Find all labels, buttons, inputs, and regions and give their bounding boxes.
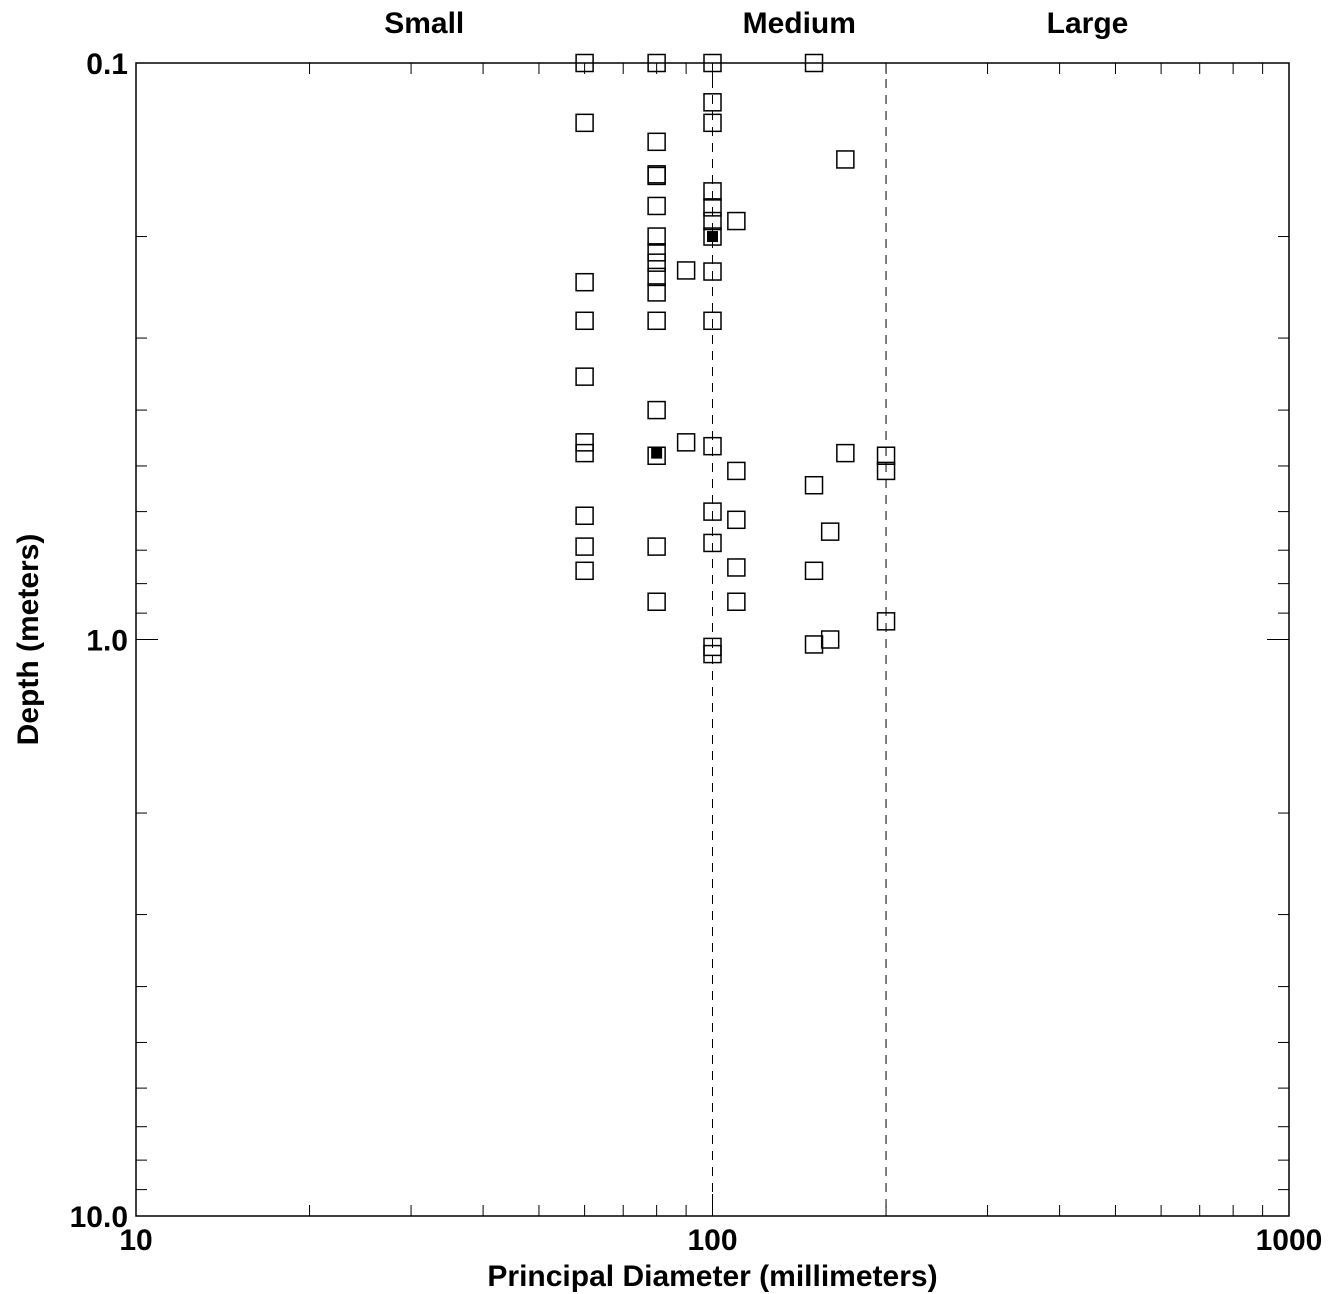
x-tick-label: 1000 xyxy=(1256,1224,1323,1257)
size-class-labels: Small Medium Large xyxy=(384,7,1128,40)
class-boundary-lines xyxy=(712,63,887,1216)
y-tick-label: 1.0 xyxy=(86,625,128,658)
data-point xyxy=(727,510,746,530)
data-point xyxy=(703,533,722,553)
data-point xyxy=(575,113,594,133)
data-point xyxy=(820,630,840,649)
data-point xyxy=(575,537,594,556)
data-point xyxy=(647,311,666,331)
data-point xyxy=(575,506,594,525)
y-axis-label: Depth (meters) xyxy=(12,534,45,746)
data-point xyxy=(703,644,722,664)
data-point xyxy=(727,558,746,577)
size-class-label: Large xyxy=(1047,7,1129,40)
data-point xyxy=(575,272,594,292)
x-tick-label: 100 xyxy=(687,1224,737,1257)
x-axis-label: Principal Diameter (millimeters) xyxy=(487,1260,937,1293)
data-point xyxy=(876,612,896,631)
data-point xyxy=(876,446,896,465)
data-point xyxy=(647,267,666,287)
data-point xyxy=(703,113,722,133)
size-class-label: Small xyxy=(384,7,464,40)
data-point xyxy=(647,227,666,246)
data-point xyxy=(703,182,722,201)
plot-frame xyxy=(135,62,1290,1217)
data-points xyxy=(575,53,896,664)
data-point xyxy=(676,433,696,452)
data-point xyxy=(647,400,666,420)
data-point xyxy=(647,53,666,73)
data-point xyxy=(703,262,722,281)
data-point xyxy=(836,150,855,169)
data-point xyxy=(647,592,666,611)
data-point xyxy=(727,592,746,611)
x-tick-label: 10 xyxy=(119,1224,152,1257)
data-point xyxy=(804,635,824,654)
data-point xyxy=(703,502,722,521)
data-point xyxy=(804,475,824,495)
data-point xyxy=(820,522,840,541)
data-point xyxy=(575,311,594,331)
data-point xyxy=(647,132,666,152)
data-point xyxy=(703,93,722,112)
tick-labels: 10 100 1000 0.1 1.0 10.0 xyxy=(70,48,1323,1257)
data-point xyxy=(703,53,722,73)
data-point xyxy=(575,367,594,386)
filled-data-point xyxy=(651,447,663,459)
data-point xyxy=(804,53,824,73)
data-point xyxy=(575,433,594,452)
data-point xyxy=(703,211,722,231)
data-point xyxy=(836,443,855,463)
data-point xyxy=(647,283,666,302)
y-tick-label: 0.1 xyxy=(86,48,128,81)
data-point xyxy=(575,561,594,581)
data-point xyxy=(703,227,722,246)
data-point xyxy=(647,166,666,186)
y-tick-label: 10.0 xyxy=(70,1201,128,1234)
data-point xyxy=(727,461,746,481)
filled-data-point xyxy=(707,231,718,243)
data-point xyxy=(647,253,666,272)
data-point xyxy=(575,53,594,73)
data-point xyxy=(804,561,824,581)
data-point xyxy=(575,443,594,463)
data-point xyxy=(703,198,722,217)
data-point xyxy=(876,461,896,481)
data-point xyxy=(676,261,696,280)
data-point xyxy=(647,446,666,465)
data-point xyxy=(703,311,722,331)
data-point xyxy=(647,196,666,216)
data-point xyxy=(727,211,746,231)
data-point xyxy=(647,243,666,262)
data-point xyxy=(703,436,722,456)
data-point xyxy=(647,537,666,556)
size-class-label: Medium xyxy=(743,7,856,40)
data-point xyxy=(647,165,666,184)
